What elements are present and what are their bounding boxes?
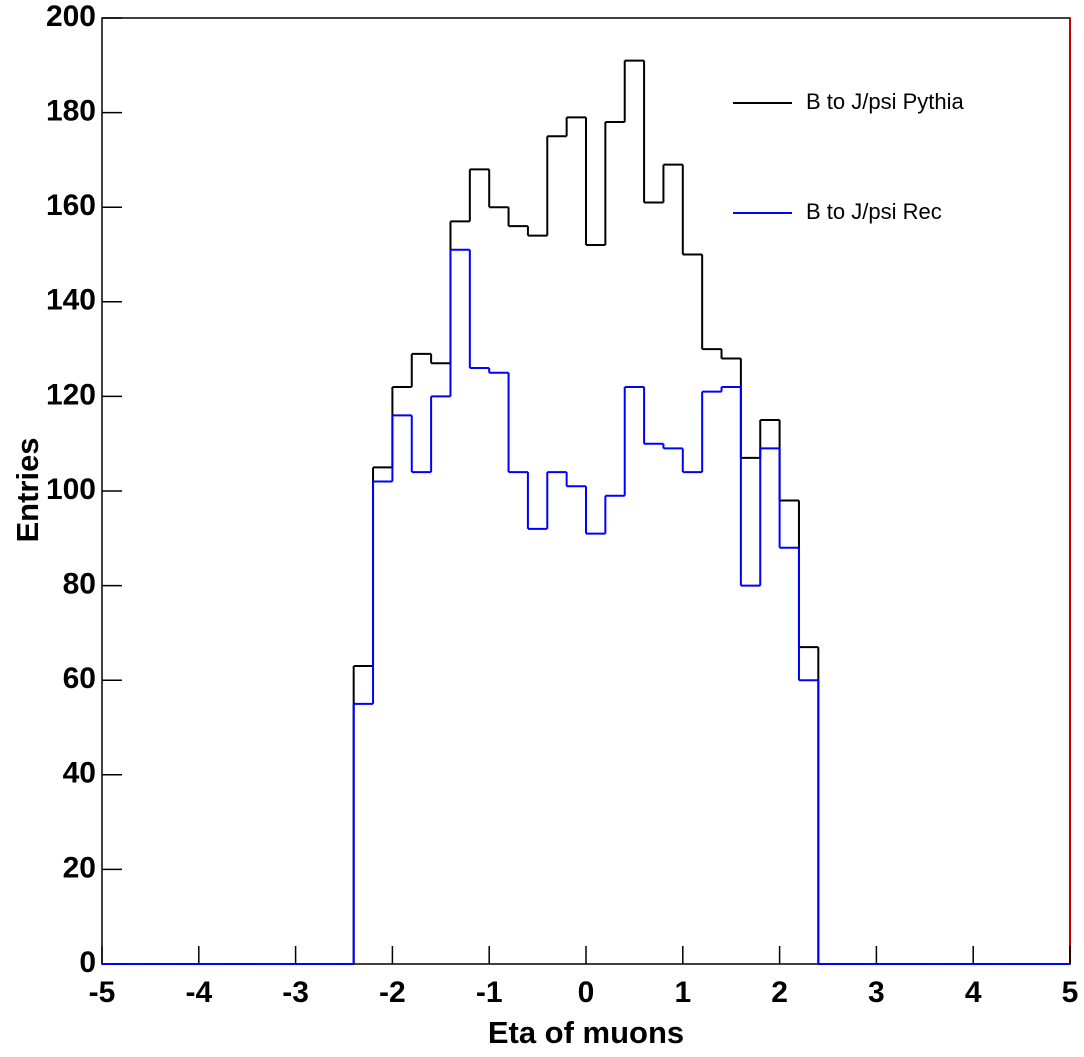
x-tick-label: -1 <box>476 976 503 1009</box>
legend-label: B to J/psi Pythia <box>806 89 965 114</box>
x-tick-label: -3 <box>282 976 309 1009</box>
y-tick-label: 120 <box>46 378 96 411</box>
y-tick-label: 100 <box>46 473 96 506</box>
x-tick-label: 0 <box>578 976 595 1009</box>
y-axis-title: Entries <box>10 437 45 542</box>
y-tick-label: 140 <box>46 284 96 317</box>
x-tick-label: 3 <box>868 976 885 1009</box>
x-tick-label: -5 <box>89 976 116 1009</box>
y-tick-label: 40 <box>63 757 96 790</box>
x-tick-label: 2 <box>771 976 788 1009</box>
x-tick-label: 4 <box>965 976 982 1009</box>
y-tick-label: 200 <box>46 0 96 33</box>
x-tick-label: -4 <box>185 976 212 1009</box>
y-tick-label: 60 <box>63 662 96 695</box>
x-tick-label: 1 <box>674 976 691 1009</box>
x-tick-label: -2 <box>379 976 406 1009</box>
y-tick-label: 80 <box>63 568 96 601</box>
y-tick-label: 20 <box>63 851 96 884</box>
y-tick-label: 0 <box>79 946 96 979</box>
legend-label: B to J/psi Rec <box>806 199 942 224</box>
y-tick-label: 180 <box>46 95 96 128</box>
x-axis-title: Eta of muons <box>488 1015 684 1050</box>
y-tick-label: 160 <box>46 189 96 222</box>
x-tick-label: 5 <box>1062 976 1079 1009</box>
